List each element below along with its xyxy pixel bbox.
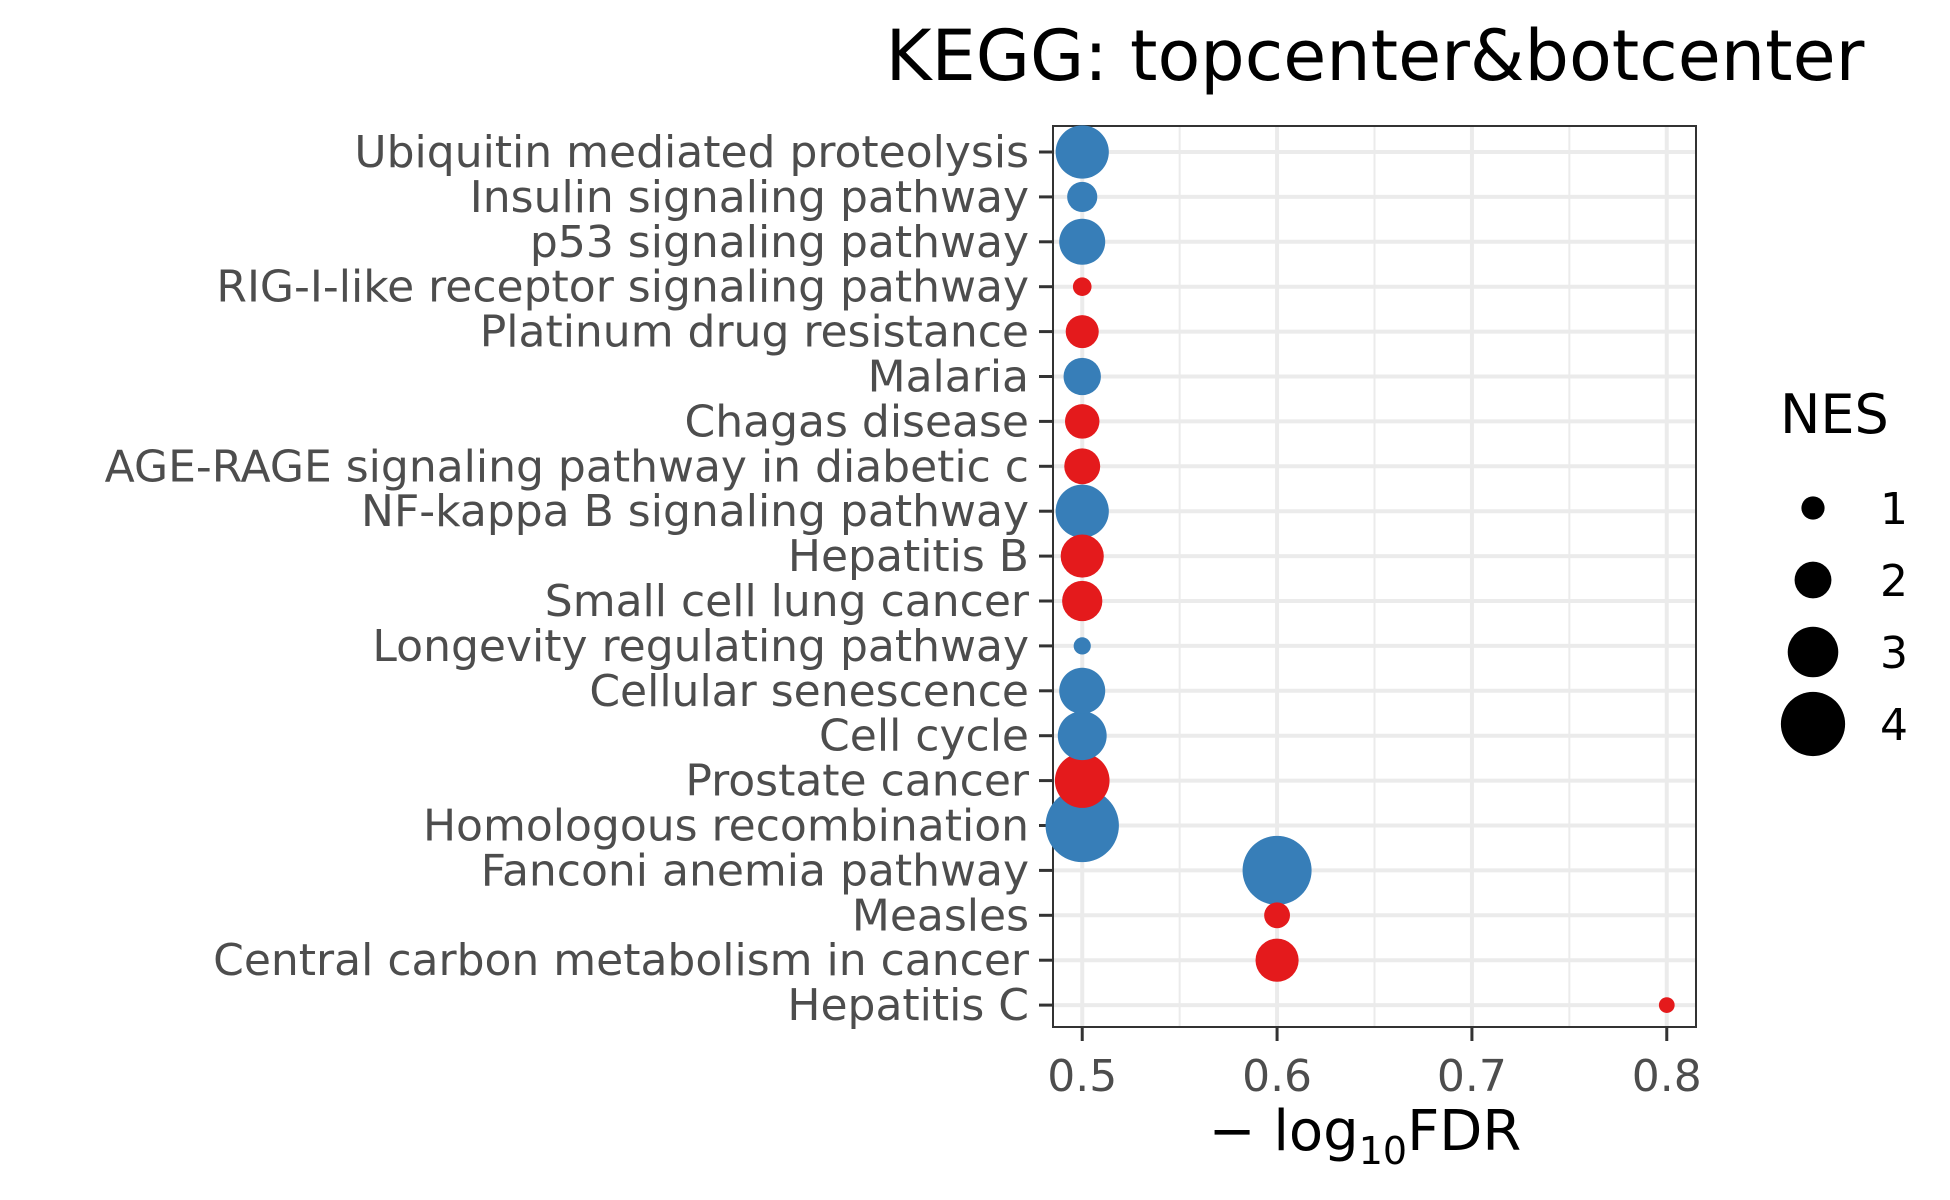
data-point — [1055, 484, 1109, 538]
data-point — [1064, 448, 1101, 485]
legend-label: 4 — [1880, 700, 1908, 751]
x-tick-label: 0.5 — [1047, 1051, 1117, 1102]
legend-label: 3 — [1880, 628, 1908, 679]
y-tick-label: Fanconi anemia pathway — [481, 845, 1029, 896]
data-point — [1045, 788, 1119, 863]
legend-label: 1 — [1880, 484, 1908, 535]
data-point — [1054, 753, 1110, 808]
data-point — [1059, 218, 1106, 265]
y-tick-label: Cell cycle — [819, 711, 1029, 762]
x-axis-title-subscript: 10 — [1359, 1129, 1407, 1173]
y-tick-label: RIG-I-like receptor signaling pathway — [216, 262, 1029, 313]
data-point — [1072, 277, 1092, 297]
data-point — [1063, 357, 1101, 396]
data-point — [1062, 580, 1103, 622]
legend-key — [1801, 496, 1825, 520]
plot-grid — [1052, 125, 1697, 1028]
y-tick-label: NF-kappa B signaling pathway — [361, 486, 1029, 537]
legend-title: NES — [1780, 383, 1889, 446]
y-tick-label: Ubiquitin mediated proteolysis — [354, 127, 1029, 178]
legend-key — [1780, 691, 1846, 757]
data-points — [1045, 125, 1675, 1013]
y-tick-label: p53 signaling pathway — [530, 217, 1029, 268]
y-tick-label: Platinum drug resistance — [480, 307, 1029, 358]
x-axis-title-suffix: FDR — [1407, 1099, 1521, 1164]
y-tick-label: Small cell lung cancer — [545, 576, 1030, 627]
y-tick-label: Cellular senescence — [589, 666, 1029, 717]
data-point — [1242, 835, 1312, 905]
x-tick-label: 0.6 — [1242, 1051, 1312, 1102]
legend-label: 2 — [1880, 556, 1908, 607]
data-point — [1073, 637, 1091, 655]
data-point — [1064, 404, 1100, 439]
y-tick-label: Insulin signaling pathway — [470, 172, 1029, 223]
x-axis-title: − log10FDR — [1209, 1099, 1522, 1173]
legend-key — [1794, 561, 1832, 599]
y-tick-label: Central carbon metabolism in cancer — [213, 935, 1030, 986]
y-tick-label: Homologous recombination — [423, 801, 1029, 852]
data-point — [1255, 938, 1299, 982]
y-tick-label: Hepatitis B — [788, 531, 1029, 582]
y-tick-label: Hepatitis C — [787, 980, 1029, 1031]
y-tick-label: Longevity regulating pathway — [372, 621, 1029, 672]
data-point — [1264, 902, 1290, 929]
y-tick-label: AGE-RAGE signaling pathway in diabetic c — [105, 441, 1029, 492]
data-point — [1057, 711, 1107, 761]
y-tick-label: Malaria — [868, 352, 1029, 403]
x-axis: 0.5 0.6 0.7 0.8 — [1047, 1027, 1702, 1102]
data-point — [1060, 534, 1104, 578]
x-tick-label: 0.7 — [1437, 1051, 1507, 1102]
legend-key — [1787, 626, 1839, 678]
data-point — [1065, 315, 1099, 349]
data-point — [1658, 997, 1675, 1013]
y-tick-label: Prostate cancer — [685, 756, 1030, 807]
x-tick-label: 0.8 — [1632, 1051, 1702, 1102]
data-point — [1055, 125, 1109, 179]
plot-border — [1052, 125, 1697, 1028]
y-tick-label: Chagas disease — [685, 396, 1029, 447]
y-tick-label: Measles — [852, 890, 1029, 941]
data-point — [1067, 181, 1098, 212]
x-axis-title-prefix: − log — [1209, 1099, 1359, 1164]
chart-title: KEGG: topcenter&botcenter — [886, 15, 1865, 97]
size-legend: NES 1 2 3 4 — [1780, 383, 1908, 757]
data-point — [1059, 667, 1106, 714]
